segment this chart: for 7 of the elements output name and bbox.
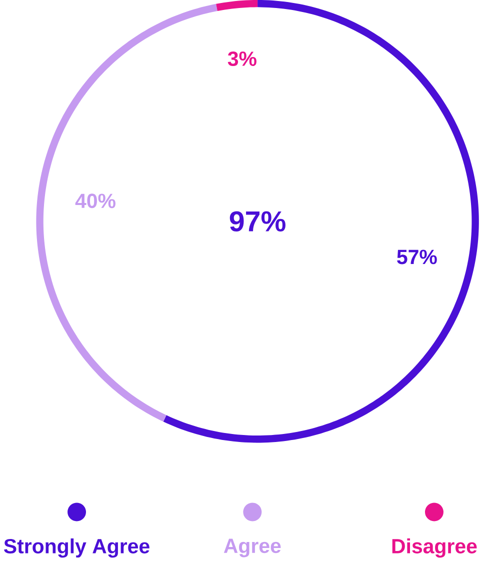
data-label: 57% bbox=[397, 250, 437, 264]
legend-label: Strongly Agree bbox=[4, 538, 150, 558]
data-label: 40% bbox=[75, 194, 116, 208]
legend-label: Disagree bbox=[392, 538, 477, 558]
data-label: 3% bbox=[228, 52, 256, 66]
legend-label: Agree bbox=[224, 538, 281, 558]
text: 97% bbox=[230, 211, 286, 232]
